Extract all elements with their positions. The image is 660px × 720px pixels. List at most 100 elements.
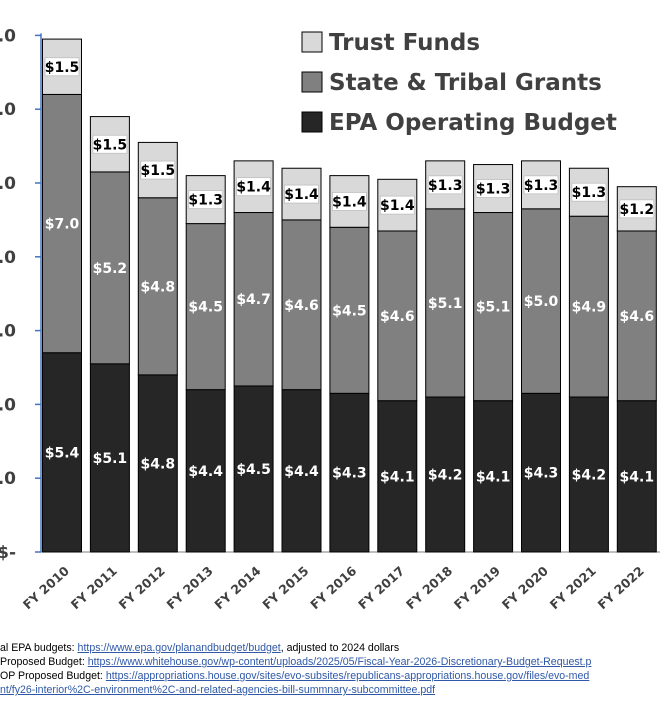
- data-label-box: [284, 184, 319, 204]
- data-label: $1.3: [476, 182, 511, 198]
- data-label: $1.5: [93, 137, 128, 153]
- legend-swatch: [301, 31, 323, 53]
- legend: Trust Funds State & Tribal Grants EPA Oper…: [301, 30, 617, 136]
- note-line-4: nt/fy26-interior%2C-environment%2C-and-r…: [0, 683, 660, 697]
- data-label: $4.5: [236, 462, 271, 478]
- data-label: $4.6: [620, 309, 655, 325]
- x-category-label: FY 2019: [451, 563, 503, 612]
- note-3-prefix: OP Proposed Budget:: [0, 670, 106, 682]
- data-label: $1.4: [236, 180, 271, 196]
- data-label: $1.3: [188, 193, 223, 209]
- bar-segment: [233, 212, 274, 387]
- bar-segment: [329, 392, 370, 553]
- bars: $5.4 $7.0 $1.5 $5.1 $5.2 $1.5 $4.8 $4.8 $1.5 $4.4…: [42, 38, 657, 553]
- data-label-box: [475, 179, 511, 198]
- data-label: $1.3: [524, 178, 559, 194]
- data-label-box: [236, 177, 272, 197]
- bar-segment: [185, 389, 226, 553]
- bar-segment: [568, 396, 609, 553]
- y-tick-label: .0: [0, 174, 16, 194]
- x-category-label: FY 2016: [307, 563, 359, 612]
- data-label: $5.1: [428, 296, 463, 312]
- data-label: $5.1: [476, 300, 511, 316]
- data-label: $4.6: [284, 298, 319, 314]
- bar-segment: [568, 215, 609, 398]
- bar-segment: [281, 219, 322, 391]
- data-label-box: [92, 134, 128, 154]
- bar-segment: [89, 171, 130, 365]
- x-category-label: FY 2022: [595, 563, 647, 612]
- legend-label: State & Tribal Grants: [329, 70, 602, 96]
- x-category-label: FY 2015: [259, 563, 311, 612]
- note-2-link[interactable]: https://www.whitehouse.gov/wp-content/up…: [87, 656, 592, 668]
- x-category-label: FY 2020: [499, 563, 551, 612]
- bar-segment: [473, 212, 514, 402]
- legend-label: Trust Funds: [329, 30, 480, 56]
- data-label-box: [619, 199, 655, 219]
- data-label-box: [188, 190, 224, 210]
- note-2-prefix: Proposed Budget:: [0, 656, 88, 668]
- note-1-suffix: , adjusted to 2024 dollars: [280, 642, 400, 654]
- bar-segment: [616, 230, 657, 402]
- bar-segment: [137, 197, 178, 376]
- note-3-link[interactable]: https://appropriations.house.gov/sites/e…: [105, 670, 590, 682]
- data-label: $1.5: [141, 163, 176, 179]
- data-label-box: [571, 182, 607, 202]
- bar-segment: [137, 374, 178, 553]
- bar-segment: [89, 363, 130, 553]
- data-label: $4.1: [380, 469, 415, 485]
- note-line-1: al EPA budgets: https://www.epa.gov/plan…: [0, 641, 660, 655]
- bar-segment: [521, 208, 561, 394]
- note-1-link[interactable]: https://www.epa.gov/planandbudget/budget: [77, 642, 281, 654]
- note-1-prefix: al EPA budgets:: [0, 642, 78, 654]
- data-label: $1.4: [380, 198, 415, 214]
- data-label: $1.2: [620, 202, 655, 218]
- data-label: $7.0: [45, 217, 80, 233]
- bar-segment: [473, 400, 514, 553]
- x-category-label: FY 2017: [355, 563, 407, 612]
- legend-label: EPA Operating Budget: [329, 110, 617, 136]
- bar-segment: [616, 400, 657, 553]
- data-label: $1.3: [572, 185, 607, 201]
- data-label: $1.3: [428, 178, 463, 194]
- data-label: $4.3: [332, 466, 367, 482]
- bar-segment: [42, 352, 82, 553]
- x-category-label: FY 2021: [547, 563, 599, 612]
- data-label: $4.4: [188, 464, 223, 480]
- data-label-box: [523, 175, 559, 195]
- data-label: $4.4: [284, 464, 319, 480]
- data-label: $1.5: [45, 60, 80, 76]
- y-tick-label: .0: [0, 322, 16, 342]
- bar-segment: [281, 389, 322, 553]
- stacked-bar-chart: $- .0 .0 .0 .0 .0 .0 .0 $5.4 $7.0 $1.5 $5.1 $5.2 $1.…: [0, 26, 660, 612]
- x-category-label: FY 2018: [403, 563, 455, 612]
- bar-segment: [329, 226, 370, 394]
- data-label-box: [427, 175, 463, 195]
- data-label: $5.1: [93, 451, 128, 467]
- legend-swatch: [301, 71, 323, 93]
- y-tick-label: .0: [0, 469, 16, 489]
- bar-segment: [521, 392, 561, 553]
- data-label-box: [44, 57, 80, 77]
- y-tick-label: .0: [0, 26, 16, 46]
- note-4-link[interactable]: nt/fy26-interior%2C-environment%2C-and-r…: [0, 684, 436, 696]
- y-tick-label: .0: [0, 395, 16, 415]
- data-label: $4.8: [141, 456, 176, 472]
- data-label: $4.1: [620, 469, 655, 485]
- bar-segment: [185, 223, 226, 391]
- data-label: $4.2: [428, 468, 463, 484]
- note-line-3: OP Proposed Budget: https://appropriatio…: [0, 669, 660, 683]
- y-tick-label: .0: [0, 248, 16, 268]
- data-label: $4.5: [188, 300, 223, 316]
- data-label: $4.1: [476, 469, 511, 485]
- data-label: $4.3: [524, 466, 559, 482]
- data-label: $5.0: [524, 294, 559, 310]
- data-label: $1.4: [284, 187, 319, 203]
- x-category-label: FY 2011: [68, 563, 120, 612]
- data-label-box: [331, 192, 367, 211]
- data-label: $5.4: [45, 445, 80, 461]
- data-label-box: [140, 160, 176, 180]
- x-category-label: FY 2012: [116, 563, 168, 612]
- data-label: $4.9: [572, 300, 607, 316]
